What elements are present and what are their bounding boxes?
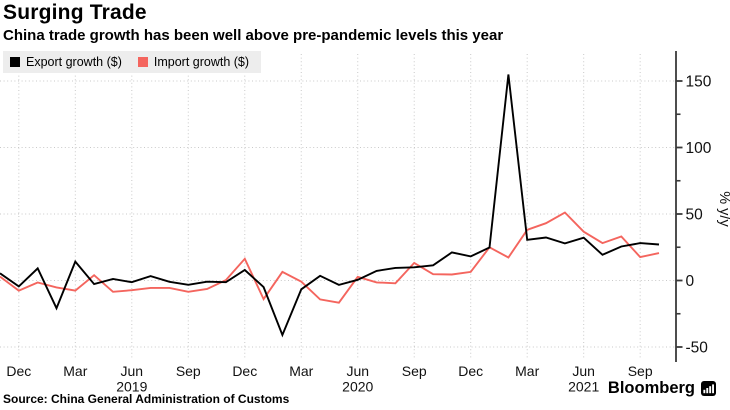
chart-subtitle: China trade growth has been well above p… [3,27,504,44]
import-legend-swatch [137,57,148,67]
x-tick-label: Jun [121,363,144,379]
x-tick-label: Mar [289,363,313,379]
x-tick-label: Dec [232,363,257,379]
import-legend-label: Import growth ($) [153,55,250,69]
year-label: 2020 [342,379,373,395]
x-tick-label: Sep [176,363,201,379]
x-tick-label: Dec [458,363,483,379]
y-tick-label: 0 [686,273,695,290]
x-tick-label: Mar [63,363,87,379]
export-growth-line [0,74,660,338]
y-tick-label: 100 [686,140,712,157]
y-axis-title: % y/y [716,191,730,227]
y-tick-label: -50 [686,340,709,357]
x-tick-label: Jun [572,363,595,379]
y-tick-label: 50 [686,207,704,224]
source-note: Source: China General Administration of … [3,392,290,406]
bloomberg-bars-icon [701,381,716,396]
x-tick-label: Jun [346,363,369,379]
x-tick-label: Dec [6,363,31,379]
y-tick-label: 150 [686,74,712,91]
legend: Export growth ($) Import growth ($) [3,51,262,73]
legend-item-export: Export growth ($) [10,55,122,69]
legend-item-import: Import growth ($) [137,55,250,69]
x-tick-label: Mar [515,363,539,379]
import-growth-line [0,211,660,304]
export-legend-swatch [10,57,20,67]
year-label: 2021 [568,379,599,395]
chart-title: Surging Trade [3,1,147,24]
year-label: 2019 [116,379,147,395]
export-legend-label: Export growth ($) [26,55,122,69]
bloomberg-logo: Bloomberg [608,379,716,398]
bloomberg-wordmark: Bloomberg [607,379,695,397]
x-tick-label: Sep [402,363,427,379]
x-tick-label: Sep [628,363,653,379]
